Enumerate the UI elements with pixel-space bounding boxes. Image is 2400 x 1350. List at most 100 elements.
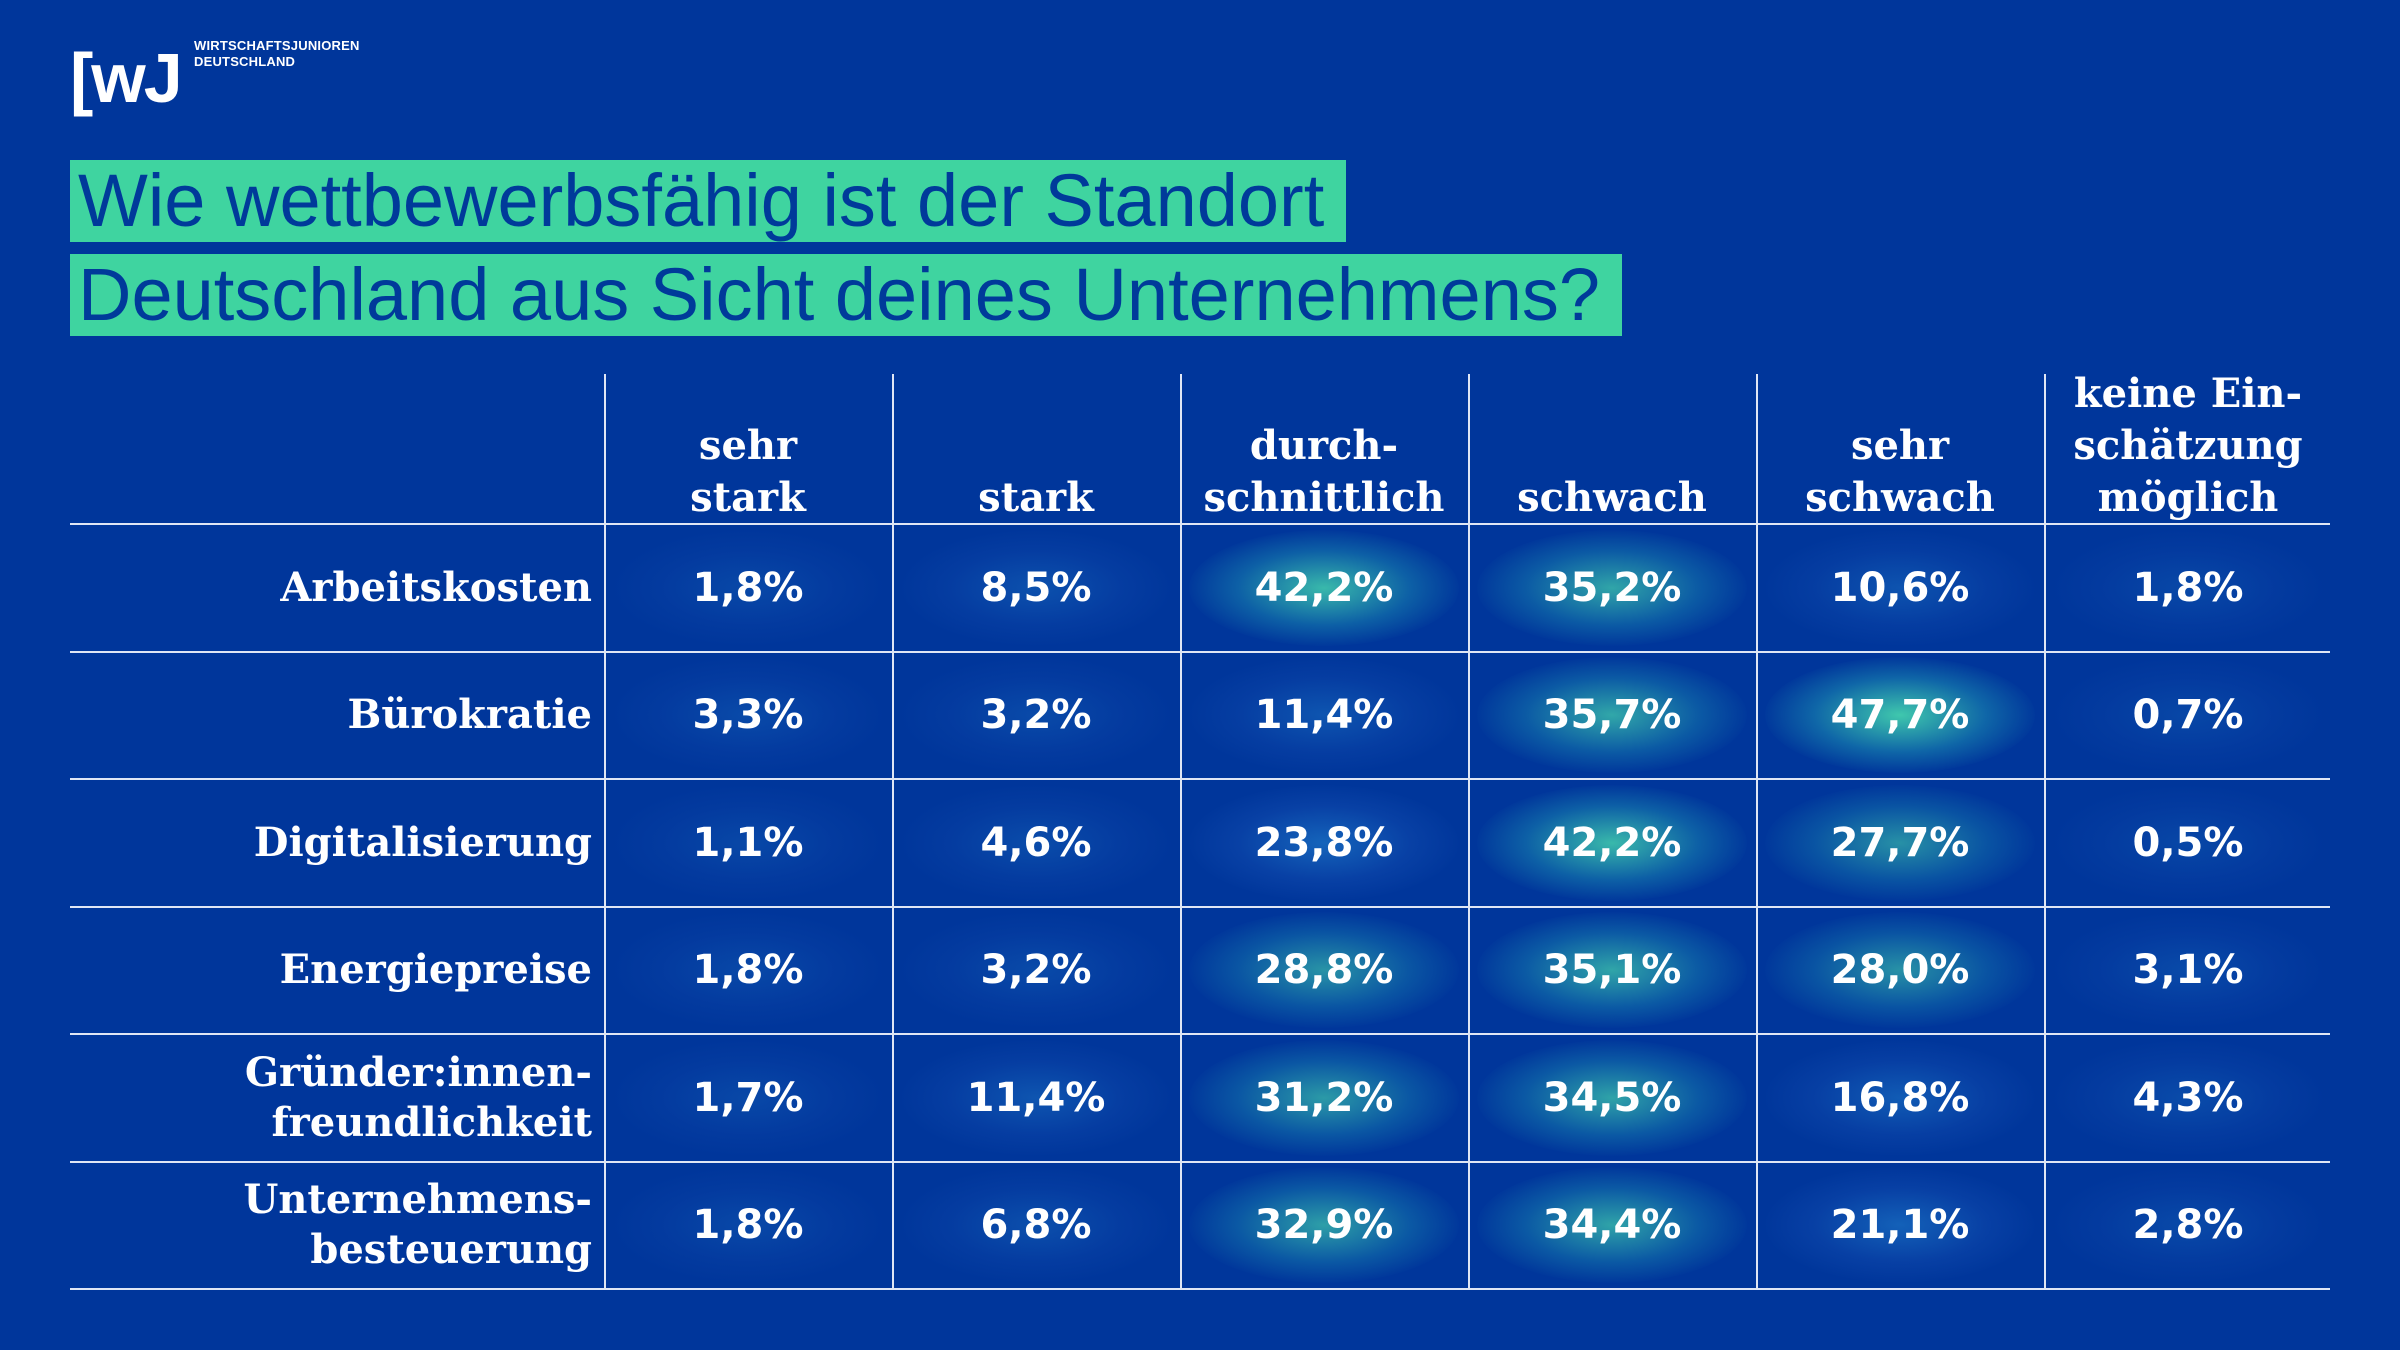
cell-value: 2,8%	[2132, 1202, 2244, 1249]
cell-value: 42,2%	[1542, 819, 1682, 866]
cell-value: 35,7%	[1542, 692, 1682, 739]
cell-value: 1,8%	[692, 564, 804, 611]
cell-value: 1,8%	[692, 947, 804, 994]
table-cell: 31,2%	[1180, 1034, 1468, 1162]
table-cell: 3,1%	[2044, 907, 2332, 1035]
table-cell: 10,6%	[1756, 524, 2044, 652]
cell-value: 35,2%	[1542, 564, 1682, 611]
cell-value: 4,6%	[980, 819, 1092, 866]
column-header: sehr schwach	[1756, 374, 2044, 524]
row-label: Digitalisierung	[70, 779, 592, 907]
table-cell: 3,3%	[604, 652, 892, 780]
cell-value: 11,4%	[1254, 692, 1394, 739]
column-divider	[1468, 374, 1470, 1290]
table-cell: 3,2%	[892, 907, 1180, 1035]
table-cell: 11,4%	[892, 1034, 1180, 1162]
results-table: sehr stark stark durch-schnittlich schwach se…	[70, 370, 2332, 1290]
cell-value: 27,7%	[1830, 819, 1970, 866]
column-divider	[892, 374, 894, 1290]
row-label: Bürokratie	[70, 652, 592, 780]
cell-value: 0,7%	[2132, 692, 2244, 739]
table-cell: 1,8%	[604, 524, 892, 652]
logo-line-2: DEUTSCHLAND	[194, 54, 296, 69]
table-cell: 28,8%	[1180, 907, 1468, 1035]
cell-value: 4,3%	[2132, 1074, 2244, 1121]
cell-value: 34,5%	[1542, 1074, 1682, 1121]
cell-value: 10,6%	[1830, 564, 1970, 611]
table-cell: 11,4%	[1180, 652, 1468, 780]
row-label-line: Digitalisierung	[253, 818, 592, 866]
table-cell: 1,1%	[604, 779, 892, 907]
page-title: Wie wettbewerbsfähig ist der Standort De…	[70, 160, 1623, 336]
cell-value: 35,1%	[1542, 947, 1682, 994]
table-cell: 23,8%	[1180, 779, 1468, 907]
cell-value: 0,5%	[2132, 819, 2244, 866]
table-cell: 1,8%	[604, 907, 892, 1035]
column-header-line: durch-	[1249, 422, 1399, 469]
cell-value: 34,4%	[1542, 1202, 1682, 1249]
cell-value: 3,1%	[2132, 947, 2244, 994]
table-cell: 35,2%	[1468, 524, 1756, 652]
cell-value: 1,7%	[692, 1074, 804, 1121]
column-divider	[1180, 374, 1182, 1290]
column-header: durch-schnittlich	[1180, 374, 1468, 524]
table-cell: 35,7%	[1468, 652, 1756, 780]
cell-value: 16,8%	[1830, 1074, 1970, 1121]
logo-wordmark: WIRTSCHAFTSJUNIOREN DEUTSCHLAND	[194, 38, 360, 70]
column-header-line: schwach	[1517, 474, 1707, 521]
header-row: sehr stark stark durch-schnittlich schwach se…	[70, 370, 2332, 524]
table-cell: 42,2%	[1180, 524, 1468, 652]
table-cell: 2,8%	[2044, 1162, 2332, 1290]
cell-value: 1,8%	[692, 1202, 804, 1249]
cell-value: 3,2%	[980, 692, 1092, 739]
row-label-line: besteuerung	[310, 1226, 592, 1274]
cell-value: 21,1%	[1830, 1202, 1970, 1249]
cell-value: 3,3%	[692, 692, 804, 739]
row-label: Unternehmens-besteuerung	[70, 1162, 592, 1290]
column-header-line: möglich	[2097, 474, 2279, 521]
cell-value: 32,9%	[1254, 1202, 1394, 1249]
row-label: Arbeitskosten	[70, 524, 592, 652]
column-header-line: schnittlich	[1203, 474, 1445, 521]
table-cell: 21,1%	[1756, 1162, 2044, 1290]
table-cell: 42,2%	[1468, 779, 1756, 907]
cell-value: 23,8%	[1254, 819, 1394, 866]
cell-value: 28,0%	[1830, 947, 1970, 994]
table-cell: 6,8%	[892, 1162, 1180, 1290]
cell-value: 8,5%	[980, 564, 1092, 611]
row-label-line: Gründer:innen-	[244, 1048, 592, 1096]
row-label: Gründer:innen-freundlichkeit	[70, 1034, 592, 1162]
row-divider	[70, 1160, 2330, 1163]
row-divider	[70, 650, 2330, 653]
column-header-line: stark	[978, 474, 1094, 521]
column-header: schwach	[1468, 374, 1756, 524]
column-divider	[604, 374, 606, 1290]
table-cell: 34,5%	[1468, 1034, 1756, 1162]
cell-value: 3,2%	[980, 947, 1092, 994]
logo-line-1: WIRTSCHAFTSJUNIOREN	[194, 38, 360, 53]
table-cell: 16,8%	[1756, 1034, 2044, 1162]
column-header-line: sehr	[698, 422, 798, 469]
column-header: keine Ein-schätzung möglich	[2044, 370, 2332, 524]
table-cell: 32,9%	[1180, 1162, 1468, 1290]
table-cell: 28,0%	[1756, 907, 2044, 1035]
column-header: sehr stark	[604, 374, 892, 524]
row-label-line: freundlichkeit	[271, 1098, 592, 1146]
table-cell: 35,1%	[1468, 907, 1756, 1035]
table-cell: 0,5%	[2044, 779, 2332, 907]
column-header-line: schwach	[1805, 474, 1995, 521]
title-line-2: Deutschland aus Sicht deines Unternehmen…	[70, 254, 1623, 336]
column-divider	[1756, 374, 1758, 1290]
row-divider	[70, 1033, 2330, 1035]
cell-value: 1,1%	[692, 819, 804, 866]
column-header-line: sehr	[1850, 422, 1950, 469]
table-cell: 1,8%	[2044, 524, 2332, 652]
row-divider	[70, 778, 2330, 780]
cell-value: 11,4%	[966, 1074, 1106, 1121]
cell-value: 1,8%	[2132, 564, 2244, 611]
row-divider	[70, 523, 2330, 525]
logo: [wJ WIRTSCHAFTSJUNIOREN DEUTSCHLAND	[70, 38, 410, 124]
table-cell: 1,7%	[604, 1034, 892, 1162]
cell-value: 47,7%	[1830, 692, 1970, 739]
cell-value: 31,2%	[1254, 1074, 1394, 1121]
